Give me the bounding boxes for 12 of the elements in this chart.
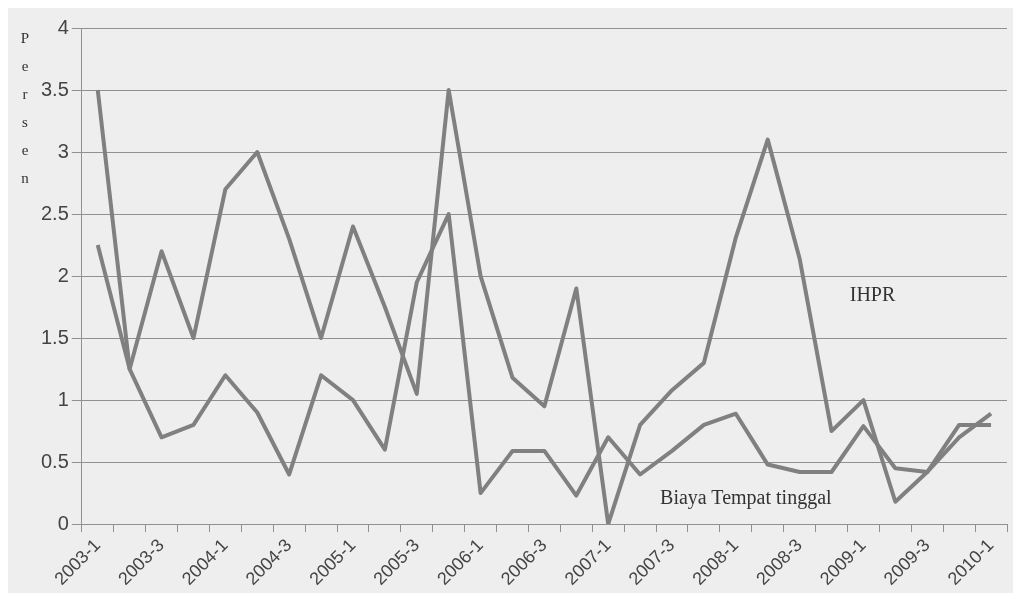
y-tick-label: 3.5: [40, 77, 69, 100]
y-tick-label: 2.5: [40, 201, 69, 224]
y-tick-label: 0: [57, 511, 69, 534]
y-tick-label: 2: [57, 263, 69, 286]
y-tick-label: 0.5: [40, 449, 69, 472]
y-tick-label: 1.5: [40, 325, 69, 348]
y-tick-label: 4: [57, 15, 69, 38]
text: IHPR: [849, 282, 896, 305]
y-tick-label: 3: [57, 139, 69, 162]
y-tick-label: 1: [57, 387, 69, 410]
y-axis-title: Persen: [16, 30, 33, 198]
series-label: Biaya Tempat tinggal: [660, 486, 833, 510]
